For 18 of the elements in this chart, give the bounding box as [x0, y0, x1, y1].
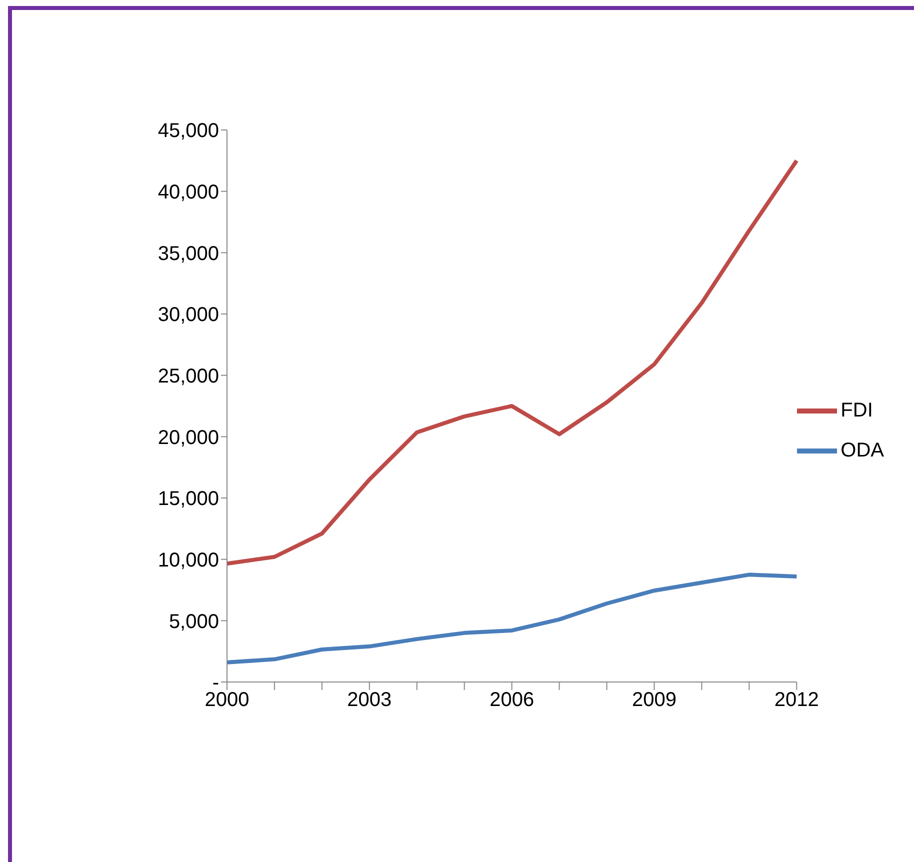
- x-tick-label: 2000: [204, 689, 250, 712]
- x-tick-label: 2012: [774, 689, 819, 712]
- line-series: [225, 572, 799, 664]
- legend-label: FDI: [840, 399, 873, 422]
- legend-label: ODA: [840, 439, 884, 462]
- x-tick-label: 2006: [490, 689, 534, 712]
- line-series: [225, 158, 799, 566]
- y-tick-label: 20,000: [158, 426, 219, 449]
- y-tick-label: 10,000: [158, 549, 219, 572]
- x-tick-label: 2003: [347, 689, 392, 712]
- x-tick-label: 2009: [632, 689, 676, 712]
- y-tick-label: 35,000: [158, 242, 219, 265]
- y-tick-label: 25,000: [158, 365, 219, 388]
- y-tick-label: 30,000: [158, 304, 219, 326]
- y-tick-label: 5,000: [168, 610, 219, 633]
- y-tick-label: 45,000: [158, 120, 219, 142]
- y-tick-label: 15,000: [158, 488, 219, 510]
- y-tick-label: 40,000: [158, 181, 219, 204]
